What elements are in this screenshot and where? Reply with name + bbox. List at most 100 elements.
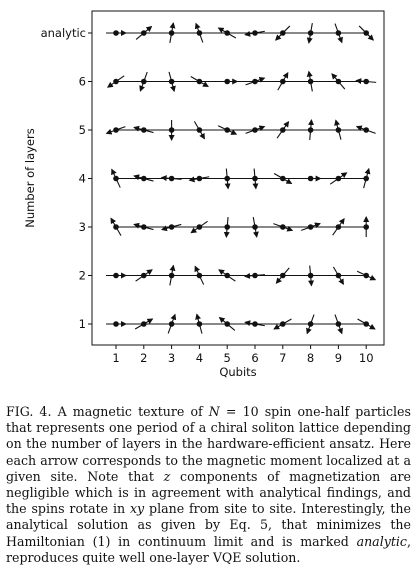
- y-tick-label: analytic: [41, 26, 86, 40]
- qubit-dot: [224, 78, 230, 85]
- caption-text-2: = 10 spin one-half particles that repres…: [6, 404, 411, 484]
- qubit-dot: [335, 321, 342, 327]
- qubit-dot: [224, 321, 230, 327]
- x-tick-label: 3: [168, 351, 175, 365]
- qubit-dot: [113, 272, 119, 279]
- qubit-dot: [363, 224, 370, 230]
- qubit-dot: [141, 78, 147, 85]
- y-tick-label: 1: [79, 317, 86, 331]
- figure-number: FIG. 4.: [6, 404, 52, 419]
- qubit-dot: [252, 78, 258, 85]
- qubit-dot: [168, 78, 175, 85]
- qubit-dot: [252, 175, 258, 182]
- qubit-dot: [307, 224, 314, 230]
- qubit-dot: [280, 175, 286, 182]
- x-tick-label: 6: [251, 351, 258, 365]
- qubit-dot: [141, 321, 147, 327]
- qubit-dot: [307, 127, 314, 133]
- spin-row: [110, 216, 370, 238]
- qubit-dot: [280, 272, 286, 279]
- spin-row: [105, 119, 376, 141]
- x-tick-label: 2: [140, 351, 147, 365]
- qubit-dot: [280, 127, 286, 133]
- x-axis-label: Qubits: [219, 365, 256, 379]
- qubit-dot: [252, 272, 258, 279]
- x-tick-label: 4: [196, 351, 203, 365]
- spin-row: [106, 264, 377, 287]
- y-tick-label: 5: [79, 123, 86, 137]
- qubit-dot: [196, 175, 203, 182]
- y-axis-label: Number of layers: [23, 128, 37, 227]
- qubit-dot: [224, 175, 230, 182]
- qubit-dot: [335, 127, 342, 133]
- spin-row: [106, 70, 377, 93]
- qubit-dot: [252, 30, 258, 36]
- qubit-dot: [141, 30, 147, 36]
- x-tick-label: 9: [335, 351, 342, 365]
- caption-text-4: plane from site to site. Interestingly, …: [6, 501, 411, 549]
- y-tick-label: 3: [79, 220, 86, 234]
- caption-symbol-n: N: [208, 404, 220, 419]
- qubit-dot: [224, 224, 230, 230]
- qubit-dot: [196, 272, 203, 279]
- caption-symbol-z: z: [163, 468, 171, 484]
- qubit-dot: [307, 321, 314, 327]
- x-tick-label: 5: [224, 351, 231, 365]
- caption-text-1: A magnetic texture of: [57, 404, 209, 419]
- qubit-dot: [196, 224, 203, 230]
- qubit-dot: [307, 272, 314, 279]
- qubit-dot: [168, 272, 175, 279]
- qubit-dot: [280, 321, 286, 327]
- qubit-dot: [141, 224, 147, 230]
- qubit-dot: [224, 30, 230, 36]
- qubit-dot: [335, 175, 342, 182]
- qubit-dot: [363, 127, 370, 133]
- qubit-dot: [252, 321, 258, 327]
- y-tick-label: 2: [79, 269, 86, 283]
- qubit-dot: [307, 30, 314, 36]
- qubit-dot: [168, 321, 175, 327]
- spin-row: [106, 22, 374, 44]
- qubit-dot: [113, 175, 119, 182]
- qubit-dot: [252, 127, 258, 133]
- qubit-dot: [335, 272, 342, 279]
- spin-rows: [105, 22, 377, 335]
- spin-row: [106, 313, 376, 335]
- caption-text-5: , reproduces quite well one-layer VQE so…: [6, 533, 411, 565]
- y-tick-label: 6: [79, 75, 86, 89]
- qubit-dot: [363, 272, 370, 279]
- x-tick-label: 10: [359, 351, 374, 365]
- qubit-dot: [335, 224, 342, 230]
- qubit-dot: [113, 321, 119, 327]
- y-tick-label: 4: [79, 172, 86, 186]
- qubit-dot: [363, 321, 370, 327]
- qubit-dot: [141, 175, 147, 182]
- y-axis: 1 2 3 4 5 6 analytic: [41, 26, 92, 331]
- qubit-dot: [141, 272, 147, 279]
- qubit-dot: [307, 175, 314, 182]
- spin-texture-chart: 1 2 3 4 5 6 7 8 9 10 1 2 3 4 5 6 analytic Qubits Number…: [23, 10, 385, 379]
- qubit-dot: [280, 30, 286, 36]
- qubit-dot: [113, 127, 119, 133]
- qubit-dot: [363, 30, 370, 36]
- qubit-dot: [224, 127, 230, 133]
- qubit-dot: [196, 321, 203, 327]
- qubit-dot: [113, 78, 119, 85]
- qubit-dot: [196, 30, 203, 36]
- qubit-dot: [113, 30, 119, 36]
- qubit-dot: [196, 78, 203, 85]
- qubit-dot: [335, 78, 342, 85]
- qubit-dot: [113, 224, 119, 230]
- x-tick-label: 7: [279, 351, 286, 365]
- x-axis: 1 2 3 4 5 6 7 8 9 10: [112, 345, 374, 365]
- qubit-dot: [280, 78, 286, 85]
- qubit-dot: [363, 78, 370, 85]
- qubit-dot: [363, 175, 370, 182]
- qubit-dot: [168, 30, 175, 36]
- qubit-dot: [224, 272, 230, 279]
- qubit-dot: [168, 127, 175, 133]
- figure-caption: FIG. 4. A magnetic texture of N = 10 spi…: [6, 404, 411, 566]
- qubit-dot: [168, 175, 175, 182]
- qubit-dot: [280, 224, 286, 230]
- x-tick-label: 8: [307, 351, 314, 365]
